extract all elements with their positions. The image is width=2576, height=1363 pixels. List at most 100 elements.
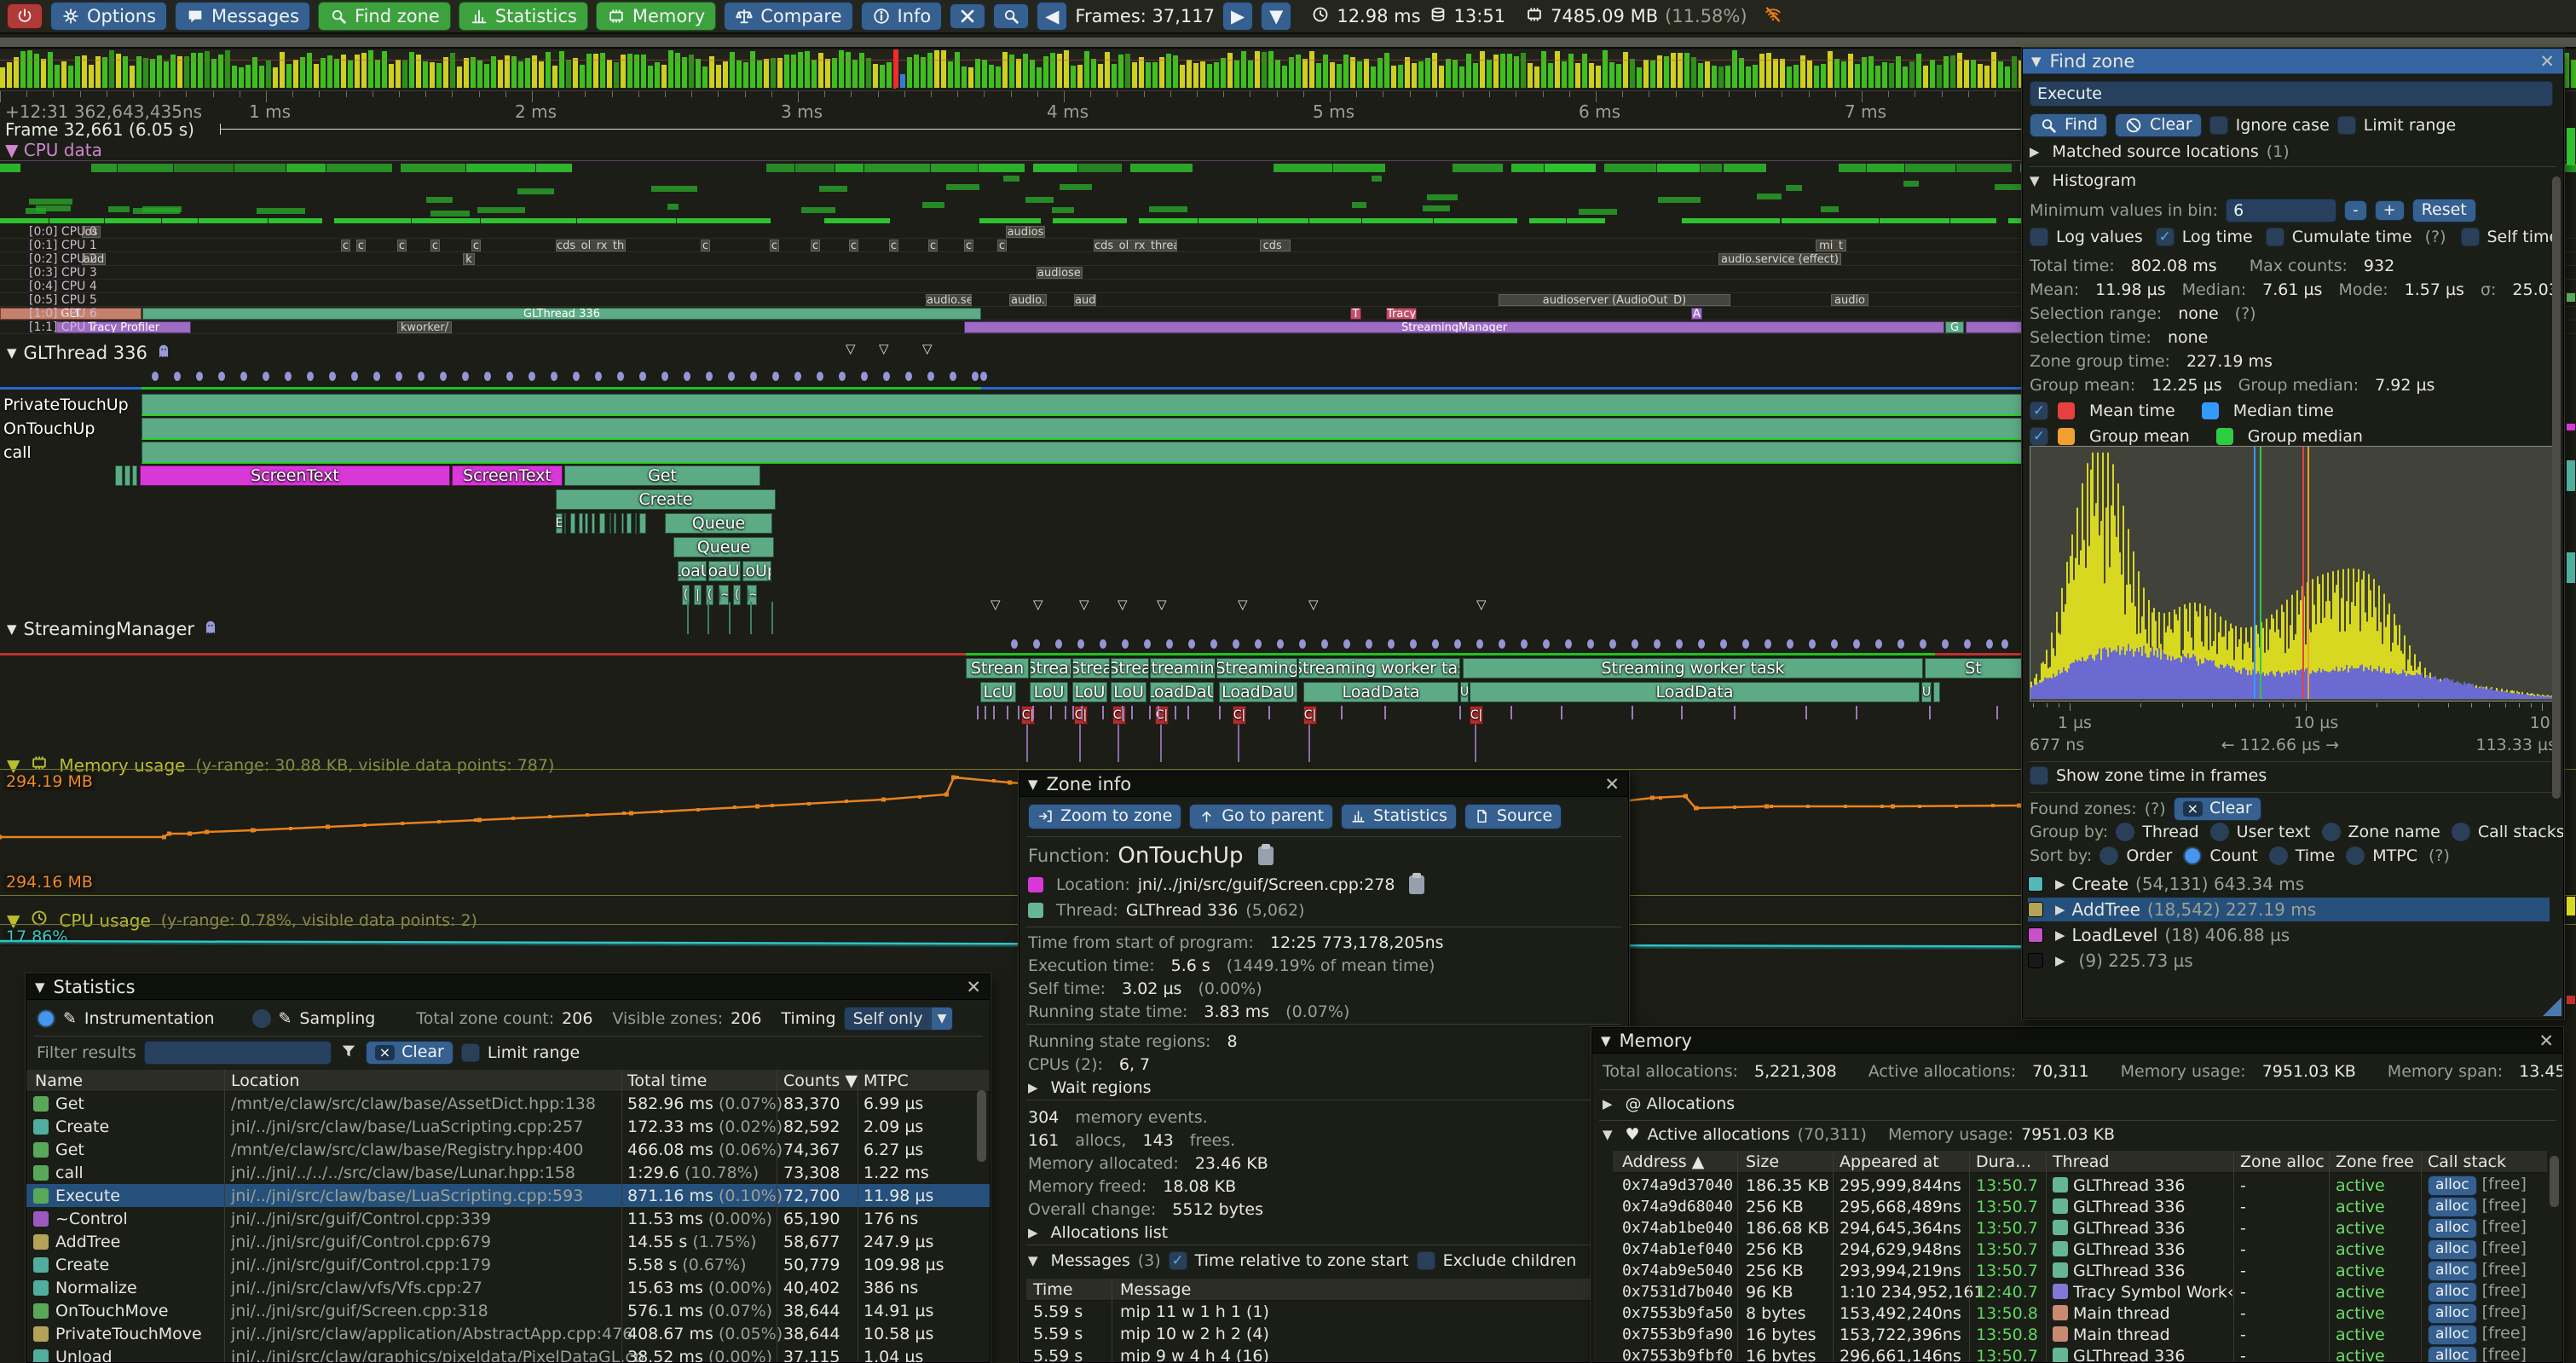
sample-dot[interactable]: [462, 372, 469, 381]
memory-button[interactable]: Memory: [596, 2, 716, 31]
stats-row[interactable]: Get /mnt/e/claw/src/claw/base/Registry.h…: [26, 1138, 990, 1161]
sample-dot[interactable]: [750, 372, 757, 381]
options-button[interactable]: Options: [50, 2, 167, 31]
sample-dot[interactable]: [1188, 639, 1195, 649]
cpu-block[interactable]: audio.: [1009, 294, 1047, 306]
cpu-block[interactable]: c: [356, 240, 366, 251]
cpu-block[interactable]: audio.se: [926, 294, 972, 306]
zone-bar[interactable]: LoUp: [742, 561, 771, 581]
compare-button[interactable]: Compare: [724, 2, 852, 31]
sort-by-count[interactable]: [2183, 846, 2202, 865]
sample-dot[interactable]: [1343, 639, 1350, 649]
sample-dot[interactable]: [684, 372, 690, 381]
sample-dot[interactable]: [927, 372, 934, 381]
allocation-row[interactable]: 0x7553b9fa50 8 bytes 153,492,240ns 13:50…: [1613, 1302, 2547, 1324]
zone-bar[interactable]: LoaU: [678, 561, 707, 581]
cpu-block[interactable]: c: [849, 240, 858, 251]
found-zone-row[interactable]: ▶AddTree(18,542) 227.19 ms: [2028, 898, 2550, 921]
sort-by-time[interactable]: [2269, 846, 2288, 865]
streaming-header[interactable]: ▼StreamingManager: [7, 617, 220, 640]
zone-bar[interactable]: Streaming worker task: [1463, 658, 1923, 679]
message-marker-icon[interactable]: ▽: [991, 597, 1001, 612]
zone-bar[interactable]: [579, 513, 583, 534]
sample-dot[interactable]: [440, 372, 447, 381]
sample-dot[interactable]: [1897, 639, 1904, 649]
message-row[interactable]: 5.59 smip 9 w 4 h 4 (16): [1026, 1345, 1621, 1363]
cpu-block[interactable]: audioser: [1037, 267, 1083, 279]
sample-dot[interactable]: [1654, 639, 1661, 649]
cpu-block[interactable]: c: [701, 240, 710, 251]
stats-row[interactable]: Create jni/../jni/src/claw/base/LuaScrip…: [26, 1115, 990, 1138]
sample-dot[interactable]: [1100, 639, 1106, 649]
instrumentation-radio[interactable]: [37, 1009, 55, 1028]
zone-bar[interactable]: [115, 465, 123, 486]
zone-bar[interactable]: LoadData: [1303, 682, 1458, 702]
zone-bar[interactable]: [639, 513, 646, 534]
stats-row[interactable]: Normalize jni/../jni/src/claw/vfs/Vfs.cp…: [26, 1276, 990, 1299]
statistics-button[interactable]: Statistics: [459, 2, 588, 31]
sample-dot[interactable]: [1432, 639, 1439, 649]
sample-dot[interactable]: [1210, 639, 1217, 649]
cpu-block[interactable]: k: [463, 253, 475, 265]
sample-dot[interactable]: [1144, 639, 1151, 649]
zone-bar[interactable]: [614, 513, 616, 534]
zone-bar[interactable]: Strea: [1072, 658, 1110, 679]
cumulate-time-checkbox[interactable]: [2266, 228, 2284, 246]
exclude-children-checkbox[interactable]: [1417, 1251, 1435, 1270]
stats-row[interactable]: call jni/../jni/../../../src/claw/base/L…: [26, 1161, 990, 1184]
sample-dot[interactable]: [218, 372, 225, 381]
sample-dot[interactable]: [728, 372, 735, 381]
sample-dot[interactable]: [528, 372, 535, 381]
find-zone-button[interactable]: Find zone: [318, 2, 451, 31]
cpu-block[interactable]: audio: [1831, 294, 1868, 306]
sample-dot[interactable]: [1454, 639, 1461, 649]
sample-dot[interactable]: [839, 372, 846, 381]
sample-dot[interactable]: [661, 372, 668, 381]
sample-dot[interactable]: [972, 372, 979, 381]
zone-bar[interactable]: [621, 513, 625, 534]
cpu-block[interactable]: c: [964, 240, 973, 251]
cpu-block[interactable]: [1966, 321, 2022, 333]
zone-bar[interactable]: |~: [747, 585, 757, 605]
zone-bar[interactable]: |~: [719, 585, 729, 605]
message-marker-icon[interactable]: ▽: [1118, 597, 1128, 612]
fz-limit-range-checkbox[interactable]: [2337, 116, 2356, 135]
sample-dot[interactable]: [905, 372, 912, 381]
cpu-block[interactable]: c: [928, 240, 938, 251]
sample-dot[interactable]: [1942, 639, 1949, 649]
resize-grip[interactable]: [2543, 997, 2562, 1016]
message-marker-icon[interactable]: ▽: [1238, 597, 1248, 612]
sort-by-mtpc[interactable]: [2346, 846, 2365, 865]
zone-bar[interactable]: Strear: [1030, 658, 1071, 679]
sort-by-order[interactable]: [2099, 846, 2118, 865]
prev-frame-button[interactable]: ◀: [1037, 2, 1067, 31]
zone-bar[interactable]: Streaming: [1216, 658, 1297, 679]
sample-dot[interactable]: [1765, 639, 1771, 649]
zone-bar[interactable]: Streaming worker tas: [1298, 658, 1460, 679]
zone-bar[interactable]: LoU: [1111, 682, 1146, 702]
zone-bar[interactable]: [1933, 682, 1940, 702]
sample-dot[interactable]: [1587, 639, 1594, 649]
cpu-block[interactable]: kworker/: [397, 321, 452, 333]
sample-dot[interactable]: [285, 372, 292, 381]
find-zone-titlebar[interactable]: ▼Find zone✕: [2023, 49, 2563, 74]
zone-bar[interactable]: Get: [564, 465, 760, 486]
sample-dot[interactable]: [706, 372, 713, 381]
cpu-block[interactable]: c: [770, 240, 779, 251]
sample-dot[interactable]: [152, 372, 159, 381]
filter-input[interactable]: [144, 1041, 332, 1065]
zone-bar[interactable]: [599, 513, 605, 534]
zone-bar[interactable]: [627, 513, 632, 534]
zone-bar[interactable]: Queue: [673, 537, 774, 557]
allocation-row[interactable]: 0x74ab1ef040 256 KB 294,629,948ns 13:50.…: [1613, 1239, 2547, 1260]
cpu-block[interactable]: cds_: [1260, 240, 1291, 251]
allocations-expander[interactable]: ▶@ Allocations: [1603, 1094, 1735, 1113]
next-frame-button[interactable]: ▶: [1222, 2, 1253, 31]
sample-dot[interactable]: [1077, 639, 1084, 649]
sample-dot[interactable]: [950, 372, 956, 381]
close-icon[interactable]: ✕: [2539, 51, 2555, 72]
sample-dot[interactable]: [1122, 639, 1129, 649]
message-marker-icon[interactable]: ▽: [846, 341, 856, 356]
sampling-radio[interactable]: [252, 1009, 271, 1028]
message-marker-icon[interactable]: ▽: [1476, 597, 1487, 612]
